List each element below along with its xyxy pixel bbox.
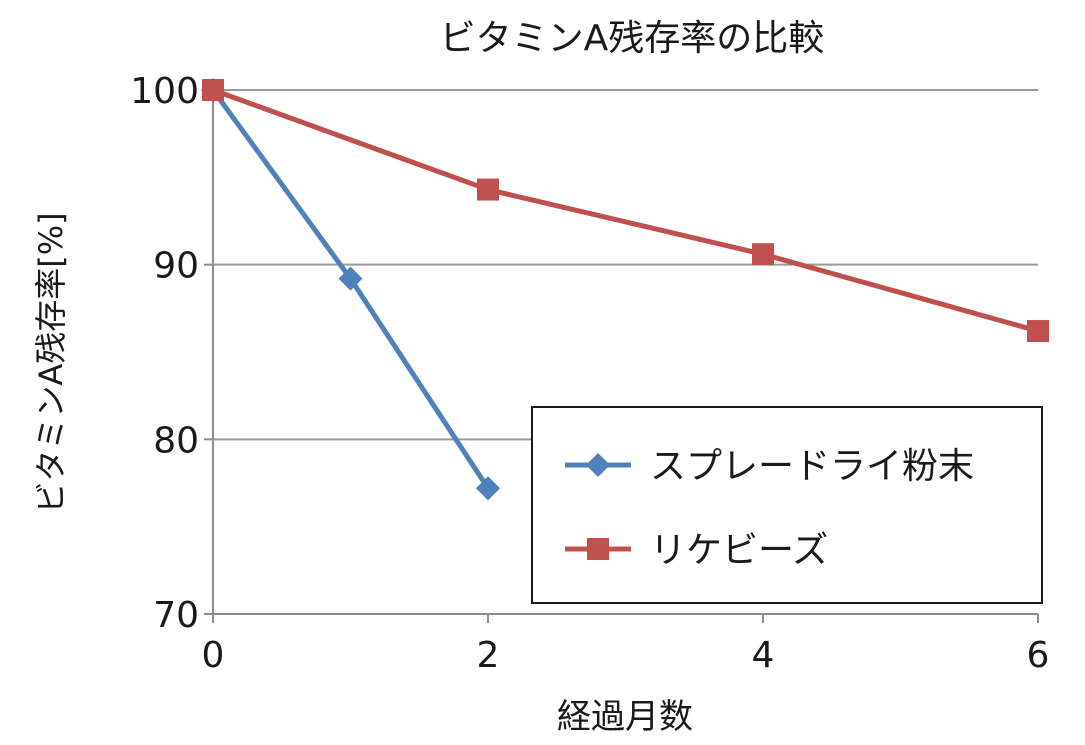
x-tick-label: 6 (1027, 635, 1050, 676)
legend-box (531, 406, 1043, 604)
axes (212, 90, 1038, 615)
x-tick-label: 0 (202, 635, 225, 676)
x-axis-label: 経過月数 (557, 697, 693, 737)
legend-marker-0 (586, 453, 610, 477)
y-tick-labels: 70 80 90 100 (130, 71, 213, 636)
legend-marker-1 (587, 538, 609, 560)
legend-label: リケビーズ (650, 530, 828, 571)
y-axis-label: ビタミンA残存率[%] (32, 212, 70, 513)
series-1 (202, 79, 1049, 343)
y-tick-label: 70 (153, 595, 199, 636)
y-tick-label: 90 (153, 246, 199, 287)
data-point-0-1 (338, 266, 363, 291)
y-tick-label: 80 (153, 420, 199, 461)
x-tick-label: 4 (752, 635, 775, 676)
series-line-1 (212, 87, 1039, 334)
series-layer (201, 78, 1049, 501)
data-point-1-1 (477, 178, 499, 201)
data-point-1-0 (202, 79, 224, 101)
x-tick-labels: 0 2 4 6 (202, 614, 1050, 676)
data-point-1-3 (1027, 320, 1049, 343)
y-tick-label: 100 (130, 71, 199, 112)
data-point-1-2 (752, 243, 774, 266)
chart-title: ビタミンA残存率の比較 (440, 18, 825, 59)
legend-label: スプレードライ粉末 (650, 446, 974, 487)
legend-item-0: スプレードライ粉末 (565, 446, 974, 487)
data-point-0-2 (476, 476, 500, 501)
x-tick-label: 2 (477, 635, 500, 676)
legend-item-1: リケビーズ (565, 530, 828, 571)
